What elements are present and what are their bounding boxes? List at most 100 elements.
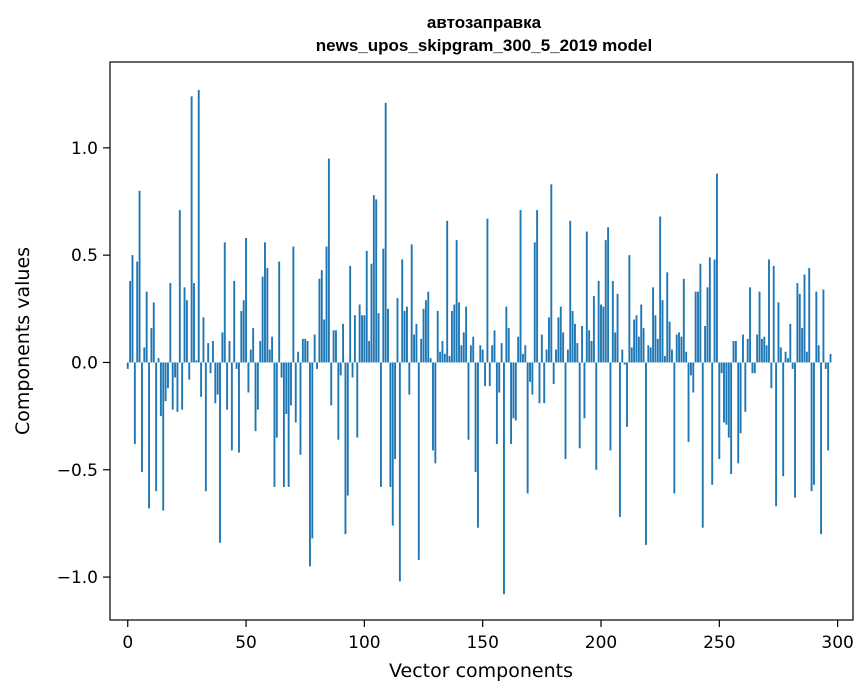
bar (155, 362, 158, 492)
bar (500, 343, 503, 363)
bar (344, 362, 347, 535)
bar (323, 319, 326, 363)
bar (557, 317, 560, 363)
bar (725, 362, 728, 425)
bar (512, 362, 515, 419)
bar (441, 341, 444, 363)
bar (446, 220, 449, 363)
bar (701, 362, 704, 528)
bar (772, 265, 775, 363)
bar (150, 328, 153, 363)
bar (647, 345, 650, 363)
bar (730, 362, 733, 475)
bar (656, 338, 659, 363)
bar (715, 173, 718, 363)
bar (803, 274, 806, 363)
bar (678, 332, 681, 363)
bar (555, 349, 557, 363)
bar (335, 330, 337, 363)
bar (607, 227, 610, 363)
bar (202, 317, 205, 363)
bar (361, 315, 363, 363)
y-tick-label: 0.0 (71, 353, 98, 373)
bar (744, 362, 747, 412)
bar (204, 362, 207, 492)
bar (193, 283, 195, 363)
bar (517, 336, 520, 363)
axis-ticks: 0 50 100 150 200 250 300 −1.0 −0.5 0.0 0.5 1.0 (57, 139, 854, 653)
bar (436, 310, 439, 363)
bar (649, 347, 652, 363)
bar (820, 362, 822, 535)
bar (642, 328, 645, 363)
bar (275, 362, 278, 438)
bar (171, 362, 174, 410)
bar (479, 345, 482, 363)
bar (304, 338, 307, 363)
bar (588, 330, 591, 363)
bar (503, 362, 505, 595)
bar (410, 244, 413, 363)
bar (737, 362, 740, 464)
bar (254, 362, 257, 432)
bar (760, 338, 763, 363)
bar (621, 349, 624, 363)
bar (569, 220, 572, 363)
bar (805, 351, 808, 363)
bar (297, 351, 300, 363)
bar (346, 362, 349, 496)
bar (697, 291, 699, 363)
bar (415, 323, 418, 363)
bar (486, 218, 489, 363)
bar (240, 310, 243, 363)
bar (597, 280, 600, 363)
bar (706, 287, 709, 363)
y-tick-label: 0.5 (71, 246, 98, 266)
bar (559, 306, 562, 363)
bar (524, 345, 527, 363)
bar (216, 362, 219, 395)
bar (543, 362, 546, 404)
bar (763, 336, 766, 363)
bar (391, 362, 394, 526)
bar (547, 317, 550, 363)
bar (176, 362, 179, 412)
bar (143, 347, 146, 363)
bar (727, 362, 730, 438)
bar (637, 336, 640, 363)
bar (455, 240, 458, 363)
bar (689, 362, 692, 376)
bar (611, 280, 614, 363)
bar (566, 349, 569, 363)
bar (226, 362, 229, 410)
bar (358, 304, 361, 363)
bar (550, 184, 553, 363)
bar (197, 89, 200, 363)
bar (590, 341, 593, 363)
bar (675, 334, 678, 363)
x-tick-label: 150 (466, 633, 498, 653)
bar (379, 362, 382, 487)
bar (808, 268, 811, 363)
bar (448, 356, 451, 363)
bar (477, 362, 479, 528)
chart-subtitle: news_upos_skipgram_300_5_2019 model (316, 36, 652, 55)
bar (292, 246, 295, 363)
bar (474, 362, 477, 472)
bar (822, 289, 825, 363)
bar (829, 353, 832, 363)
bar (403, 310, 406, 363)
bar (299, 362, 302, 455)
bar (427, 291, 430, 363)
bar (775, 362, 778, 507)
bar (282, 362, 285, 487)
bar (654, 315, 657, 363)
bar (273, 362, 276, 487)
bar (742, 334, 744, 363)
bar (626, 362, 628, 427)
bar (640, 304, 643, 363)
bar (578, 362, 581, 449)
bar (739, 362, 742, 434)
bar (363, 315, 366, 363)
